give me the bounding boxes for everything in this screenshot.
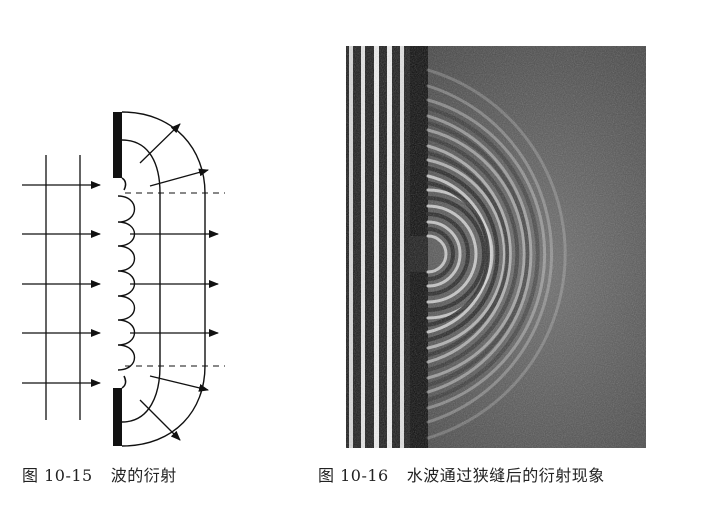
figure-caption-left: 图 10-15 波的衍射 xyxy=(22,462,177,486)
figure-title: 波的衍射 xyxy=(110,466,177,485)
diffracted-wavefronts xyxy=(121,111,206,447)
figure-number: 图 10-16 xyxy=(318,466,389,485)
slit-edges xyxy=(121,177,127,389)
incident-rays xyxy=(22,181,101,387)
barrier xyxy=(113,112,122,446)
diffraction-diagram xyxy=(0,0,330,508)
secondary-wavelets xyxy=(117,195,135,371)
diffracted-rays xyxy=(130,123,219,441)
figure-number: 图 10-15 xyxy=(22,466,93,485)
figure-caption-right: 图 10-16 水波通过狭缝后的衍射现象 xyxy=(318,462,605,486)
figure-title: 水波通过狭缝后的衍射现象 xyxy=(406,466,605,485)
water-wave-photo xyxy=(330,0,701,508)
incident-wavefronts xyxy=(45,155,81,420)
slit-boundary-lines xyxy=(125,192,225,367)
